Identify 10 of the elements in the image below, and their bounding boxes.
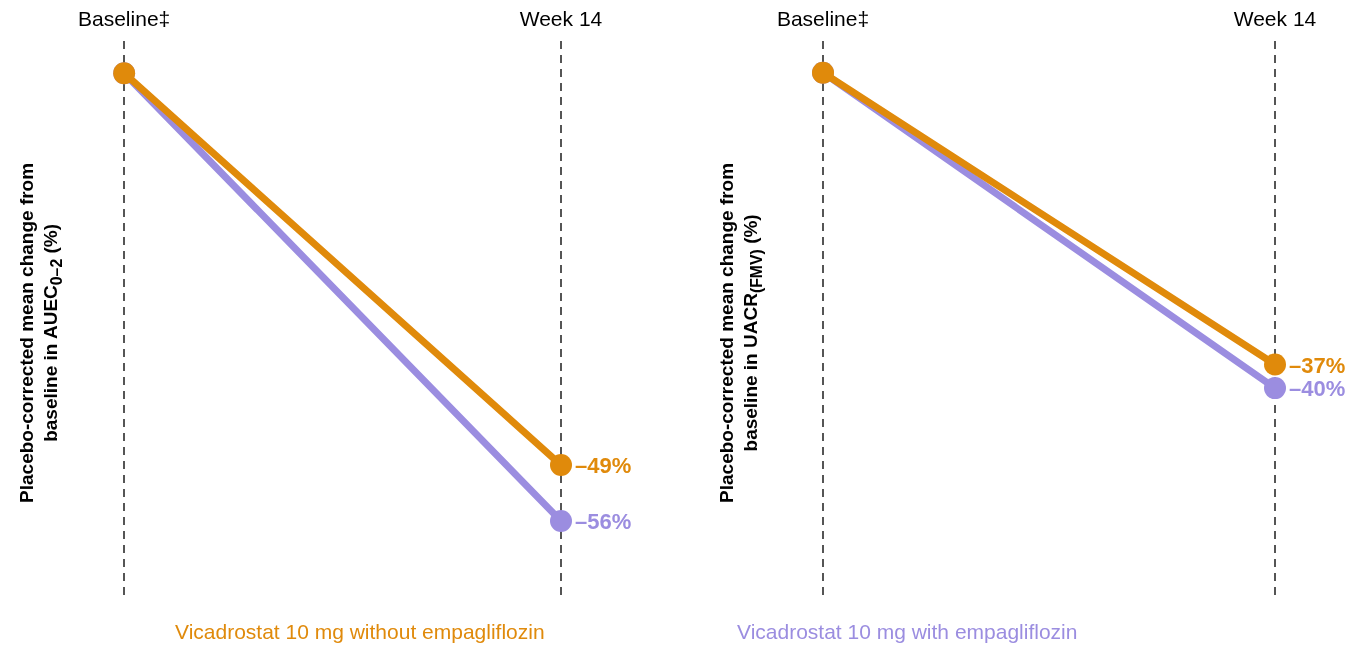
x-tick-label: Baseline‡ [78, 7, 171, 31]
text: Vicadrostat 10 mg with empagliflozin [737, 620, 1078, 643]
x-tick-label: Week 14 [519, 7, 603, 31]
data-label: –40% [1289, 376, 1346, 402]
text: Vicadrostat 10 mg without empagliflozin [175, 620, 545, 643]
data-label: –37% [1289, 352, 1346, 378]
data-label: –49% [575, 453, 632, 479]
x-tick-label: Week 14 [1233, 7, 1317, 31]
data-label: –56% [575, 509, 632, 535]
x-tick-label: Baseline‡ [776, 7, 870, 31]
